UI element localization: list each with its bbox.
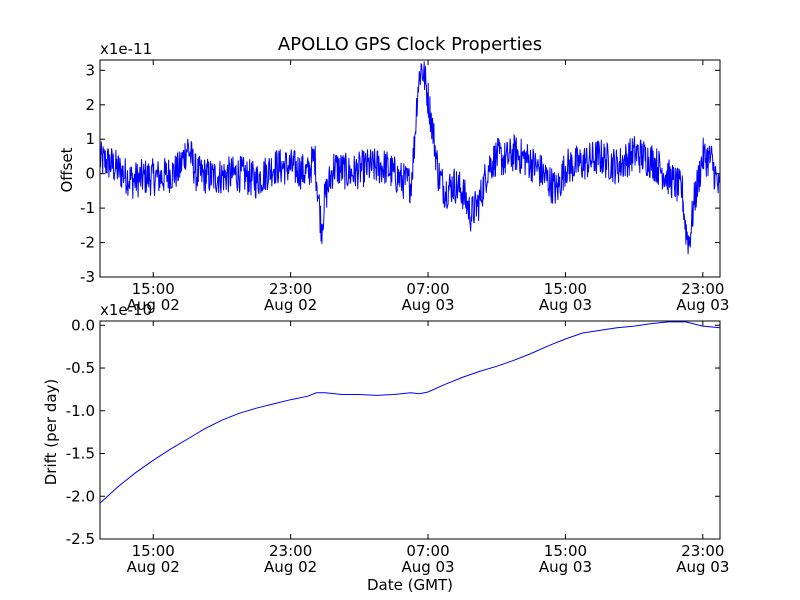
drift-xtick-time: 15:00 — [544, 542, 587, 560]
offset-ytick-label: 2 — [85, 96, 95, 114]
drift-scale-label: x1e-10 — [100, 301, 152, 319]
offset-xtick-time: 23:00 — [681, 280, 724, 298]
offset-ytick-label: 3 — [85, 61, 95, 79]
drift-xtick-time: 15:00 — [132, 542, 175, 560]
offset-xtick-date: Aug 02 — [264, 296, 317, 314]
offset-xtick-time: 15:00 — [544, 280, 587, 298]
offset-xtick-time: 15:00 — [132, 280, 175, 298]
offset-ytick-label: -1 — [80, 199, 95, 217]
offset-ytick-label: -3 — [80, 268, 95, 286]
drift-ytick-label: 0.0 — [71, 316, 95, 334]
offset-xtick-date: Aug 03 — [539, 296, 592, 314]
drift-panel: x1e-10 Drift (per day) 0.0 -0.5 -1.0 -1.5 -2… — [42, 301, 729, 576]
drift-xtick-time: 23:00 — [681, 542, 724, 560]
drift-xtick-time: 23:00 — [269, 542, 312, 560]
drift-xtick-date: Aug 03 — [401, 558, 454, 576]
offset-ytick-label: -2 — [80, 234, 95, 252]
offset-ytick-label: 0 — [85, 165, 95, 183]
offset-xtick-date: Aug 03 — [676, 296, 729, 314]
drift-ylabel: Drift (per day) — [42, 379, 60, 486]
offset-ytick-label: 1 — [85, 130, 95, 148]
drift-plot-frame — [99, 320, 721, 540]
offset-ylabel: Offset — [58, 147, 76, 192]
drift-ytick-label: -2.0 — [66, 487, 95, 505]
x-axis-label: Date (GMT) — [367, 576, 453, 594]
offset-xtick-date: Aug 03 — [401, 296, 454, 314]
drift-series-line — [99, 321, 721, 504]
drift-xtick-date: Aug 03 — [539, 558, 592, 576]
offset-scale-label: x1e-11 — [100, 40, 152, 58]
chart-title: APOLLO GPS Clock Properties — [278, 34, 542, 55]
drift-ytick-label: -1.5 — [66, 445, 95, 463]
drift-xtick-date: Aug 02 — [264, 558, 317, 576]
offset-xtick-date: Aug 02 — [127, 296, 180, 314]
drift-xtick-date: Aug 02 — [127, 558, 180, 576]
offset-series-line — [99, 61, 721, 255]
drift-xtick-time: 07:00 — [406, 542, 449, 560]
drift-ytick-label: -2.5 — [66, 530, 95, 548]
drift-ytick-label: -0.5 — [66, 359, 95, 377]
offset-xtick-time: 07:00 — [406, 280, 449, 298]
offset-xtick-time: 23:00 — [269, 280, 312, 298]
drift-ytick-label: -1.0 — [66, 402, 95, 420]
drift-xtick-date: Aug 03 — [676, 558, 729, 576]
offset-plot-frame — [99, 59, 721, 278]
